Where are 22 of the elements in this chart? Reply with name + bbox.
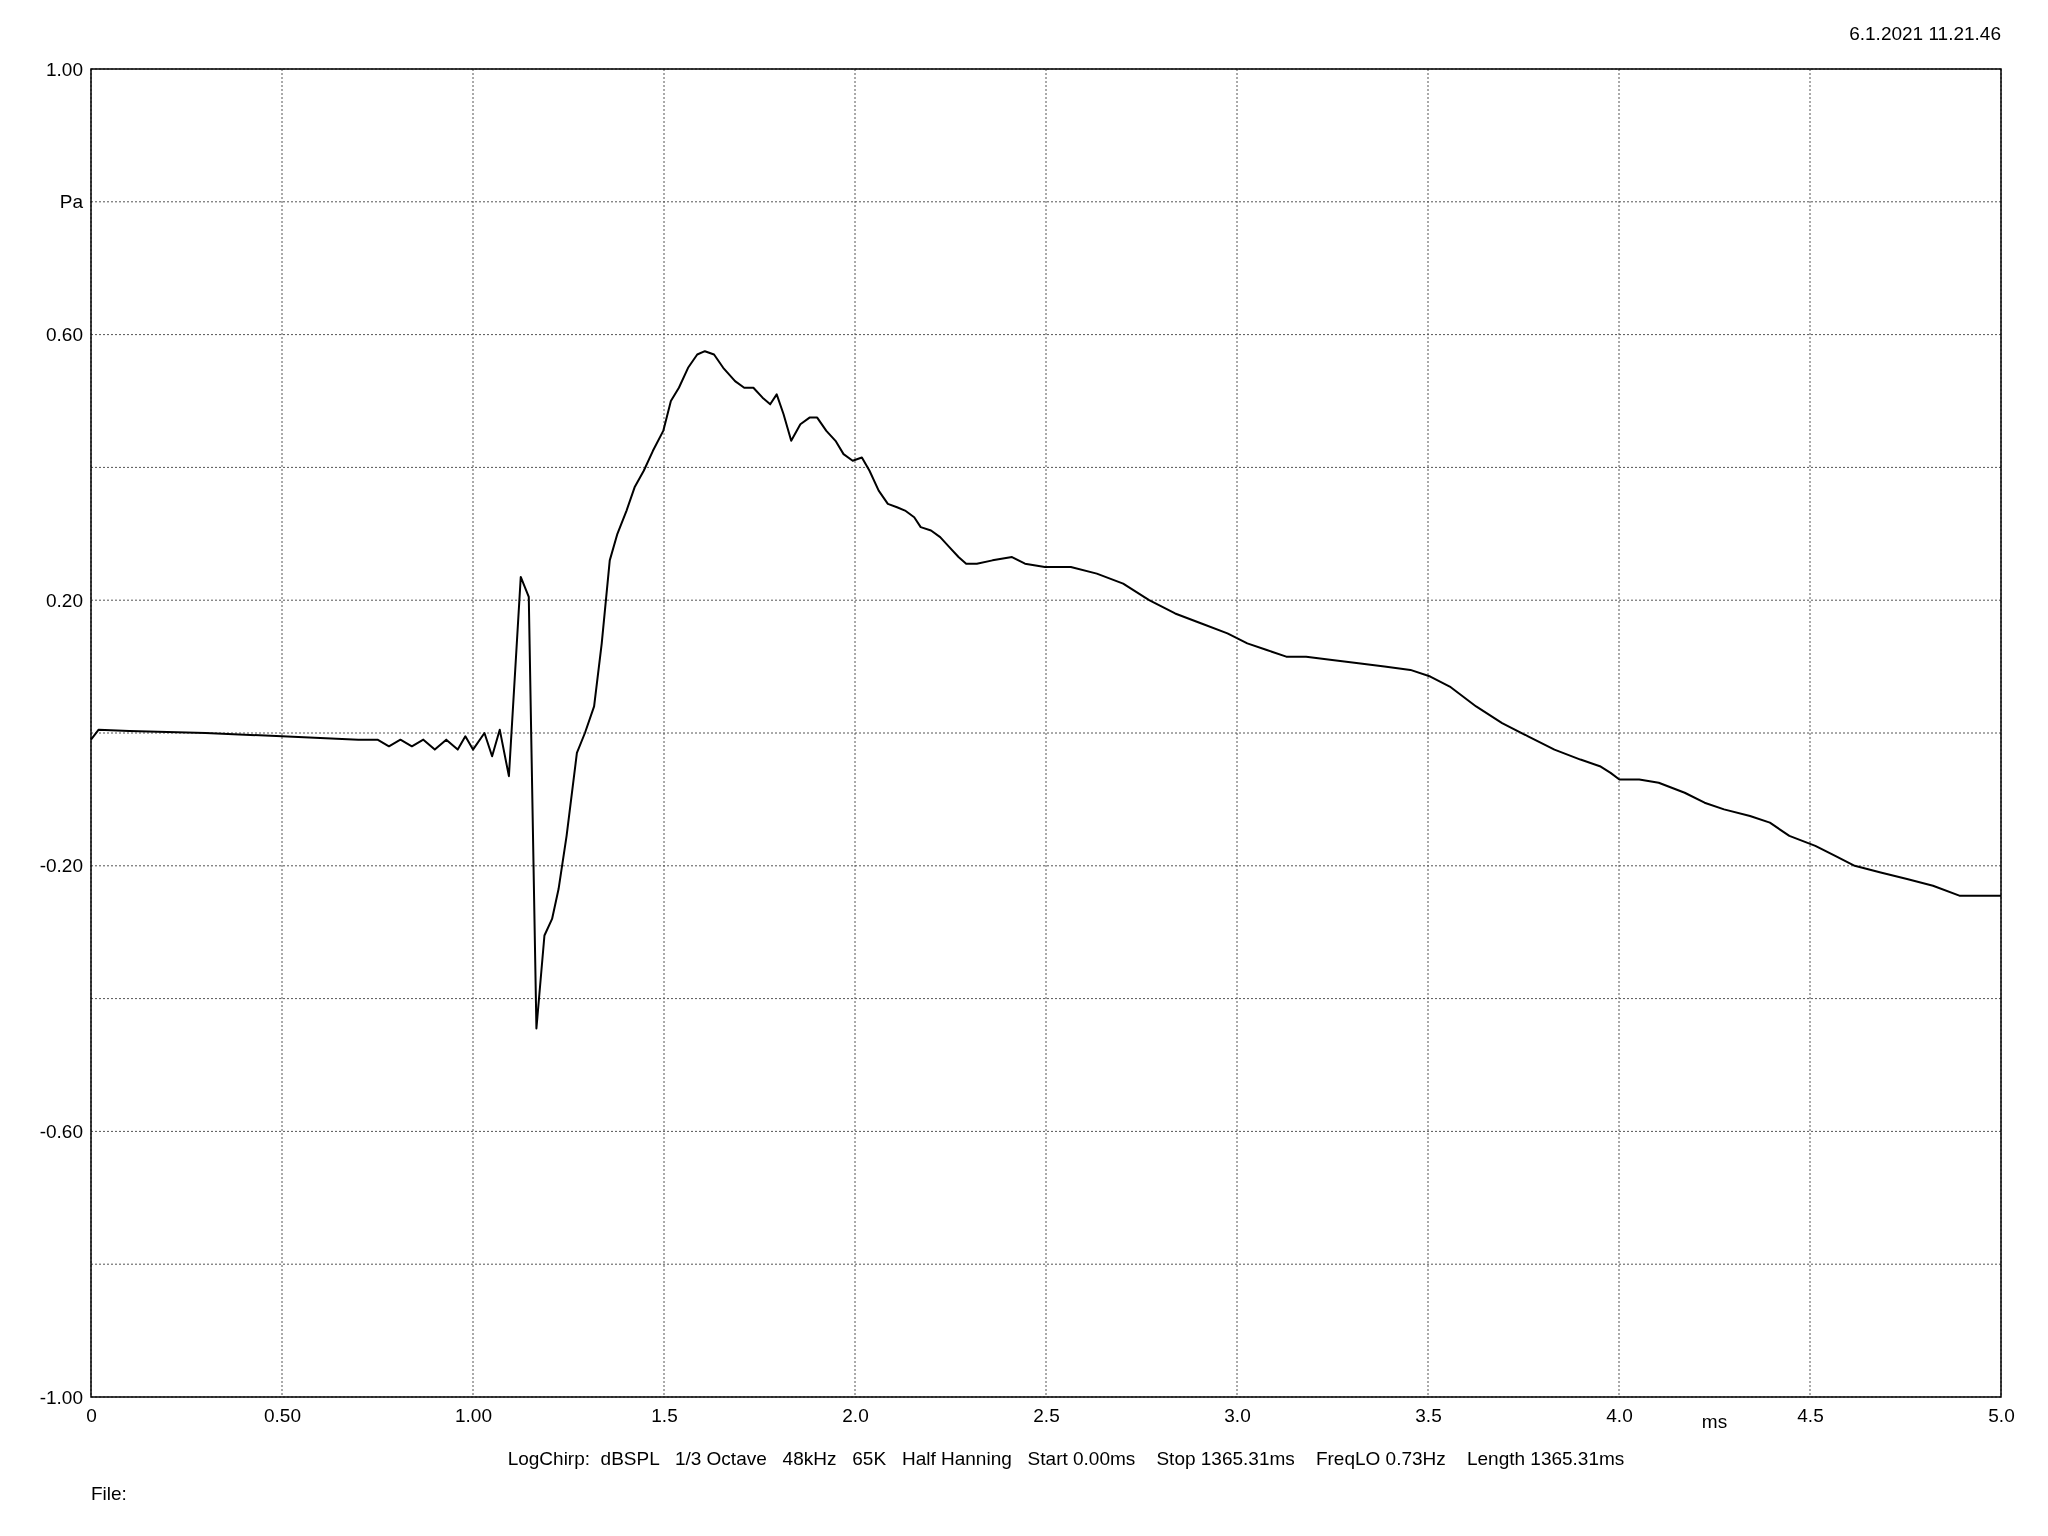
x-tick-label: 0: [86, 1405, 97, 1427]
x-tick-label: 3.5: [1415, 1405, 1442, 1427]
x-tick-label: 1.5: [651, 1405, 678, 1427]
text: LogChirp: dBSPL 1/3 Octave 48kHz 65K Half Hanning Start 0.00ms Stop 1365.31ms FreqLO 0.73Hz Length 1365.31ms: [507, 1448, 1625, 1469]
y-tick-label: 0.20: [46, 589, 83, 611]
x-tick-label: 4.0: [1606, 1405, 1633, 1427]
x-tick-label: 1.00: [455, 1405, 492, 1427]
y-tick-label: 1.00: [46, 58, 83, 80]
x-tick-label: 5.0: [1988, 1405, 2015, 1427]
x-tick-label: 2.5: [1033, 1405, 1060, 1427]
y-tick-label: -0.60: [39, 1120, 83, 1142]
text: File:: [91, 1483, 127, 1504]
y-tick-label: -0.20: [39, 855, 83, 877]
x-tick-label: 4.5: [1797, 1405, 1824, 1427]
x-tick-label: 3.0: [1224, 1405, 1251, 1427]
x-tick-label: 0.50: [264, 1405, 301, 1427]
y-tick-label: 0.60: [46, 324, 83, 346]
x-axis-title: ms: [1701, 1411, 1728, 1432]
text: 6.1.2021 11.21.46: [1849, 23, 2001, 44]
x-tick-label: 2.0: [842, 1405, 869, 1427]
y-tick-label: -1.00: [39, 1386, 83, 1408]
y-axis-title: Pa: [59, 190, 84, 212]
